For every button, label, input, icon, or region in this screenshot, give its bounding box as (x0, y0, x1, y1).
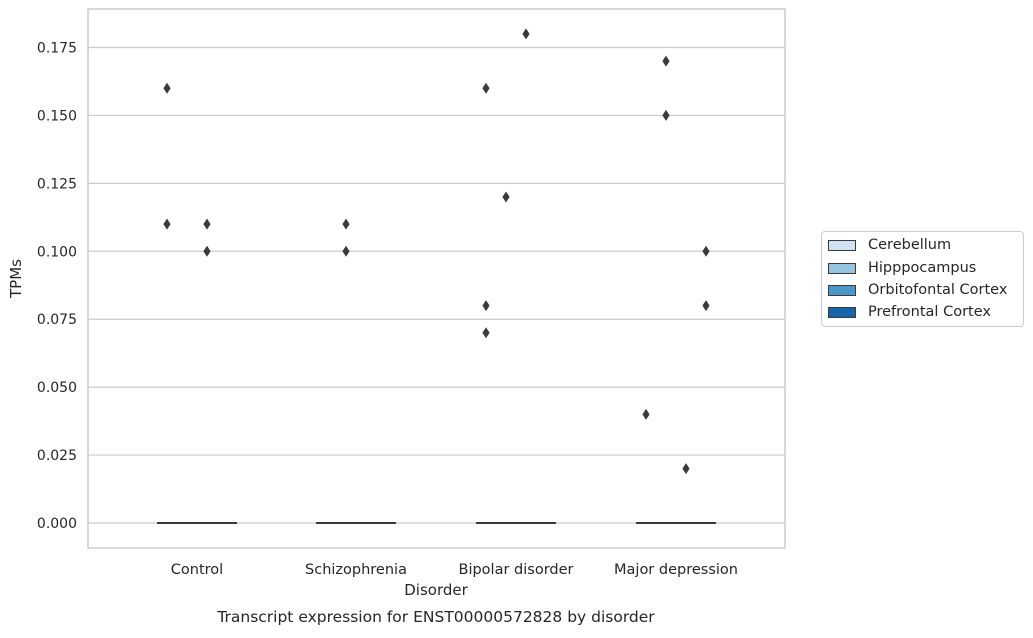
outlier-point (642, 408, 650, 420)
legend-swatch (828, 306, 856, 318)
chart-caption: Transcript expression for ENST0000057282… (216, 608, 655, 626)
y-axis-label: TPMs (7, 259, 25, 299)
outlier-point (203, 245, 211, 257)
outlier-point (482, 300, 490, 312)
legend: Cerebellum Hipppocampus Orbitofontal Cor… (821, 231, 1024, 327)
outlier-point (163, 218, 171, 230)
x-axis-label: Disorder (404, 581, 468, 599)
x-tick-label: Bipolar disorder (459, 562, 574, 578)
y-tick-label: 0.075 (37, 312, 77, 328)
outlier-point (662, 55, 670, 67)
x-tick-label: Control (171, 562, 223, 578)
y-tick-label: 0.150 (37, 108, 77, 124)
y-tick-label: 0.175 (37, 41, 77, 57)
outlier-point (662, 109, 670, 121)
outlier-point (682, 463, 690, 475)
legend-label: Orbitofontal Cortex (868, 282, 1008, 298)
outlier-point (702, 300, 710, 312)
y-tick-label: 0.100 (37, 244, 77, 260)
outlier-point (203, 218, 211, 230)
outlier-point (342, 245, 350, 257)
legend-item-orbitofrontal-cortex: Orbitofontal Cortex (828, 280, 1007, 300)
legend-label: Hipppocampus (868, 260, 977, 276)
legend-item-prefrontal-cortex: Prefrontal Cortex (828, 302, 991, 322)
outlier-point (163, 82, 171, 94)
legend-label: Prefrontal Cortex (868, 304, 991, 320)
legend-item-hippocampus: Hipppocampus (828, 258, 976, 278)
outlier-point (342, 218, 350, 230)
x-tick-label: Major depression (614, 562, 738, 578)
y-tick-label: 0.000 (37, 516, 77, 532)
outlier-point (502, 191, 510, 203)
legend-swatch (828, 239, 856, 251)
outlier-point (522, 28, 530, 40)
y-tick-label: 0.125 (37, 176, 77, 192)
outlier-point (482, 327, 490, 339)
plot-frame (87, 8, 786, 549)
y-tick-label: 0.050 (37, 380, 77, 396)
legend-item-cerebellum: Cerebellum (828, 235, 951, 255)
legend-swatch (828, 284, 856, 296)
legend-label: Cerebellum (868, 237, 952, 253)
outlier-point (482, 82, 490, 94)
legend-swatch (828, 262, 856, 274)
y-tick-label: 0.025 (37, 448, 77, 464)
x-tick-label: Schizophrenia (305, 562, 407, 578)
outlier-point (702, 245, 710, 257)
